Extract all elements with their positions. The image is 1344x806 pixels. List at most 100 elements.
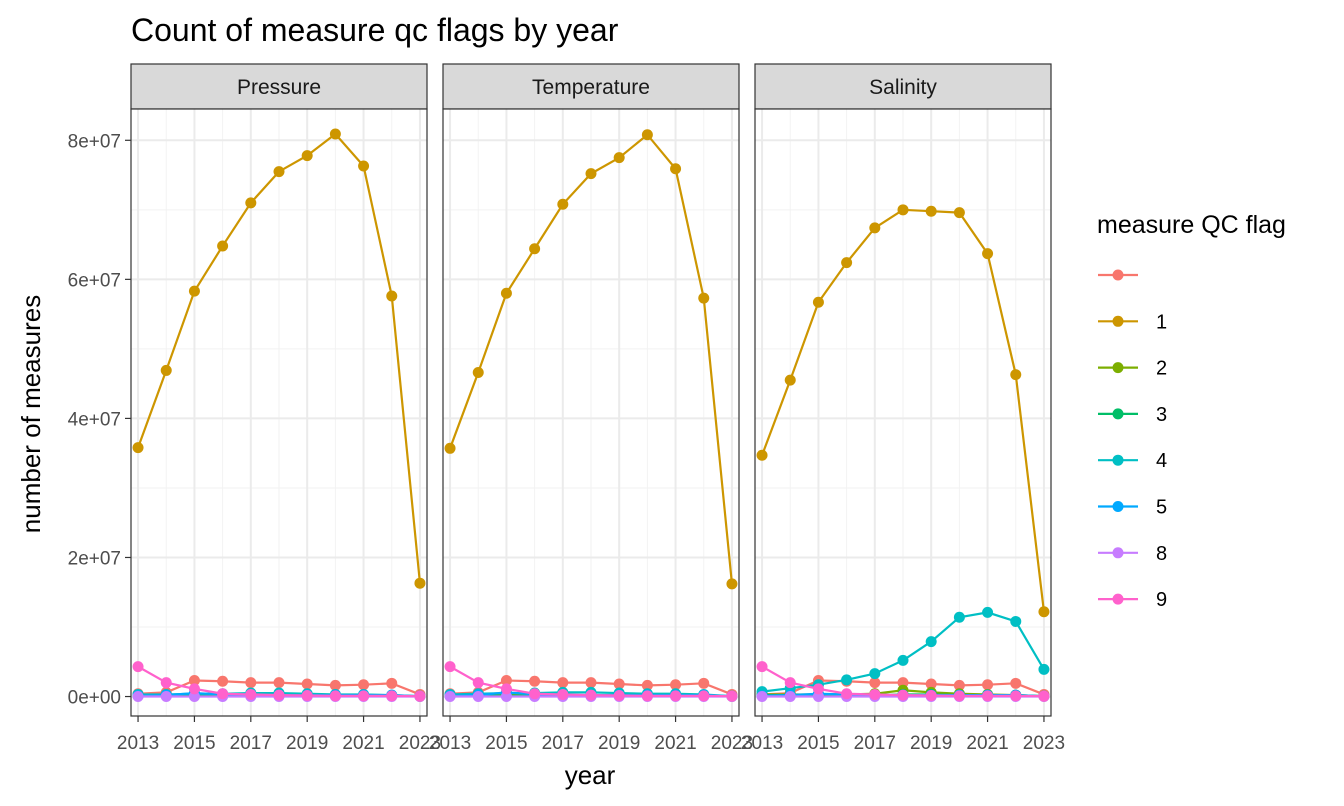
- data-point: [444, 661, 456, 673]
- data-point: [160, 691, 172, 703]
- data-point: [273, 677, 285, 689]
- x-tick-label: 2015: [797, 733, 839, 754]
- data-point: [500, 683, 512, 695]
- legend-key-point: [1112, 454, 1124, 466]
- facet-strip: [130, 63, 428, 110]
- data-point: [982, 690, 994, 702]
- panel-border: [442, 108, 740, 717]
- facet-strip-label: Pressure: [237, 76, 321, 99]
- data-point: [726, 690, 738, 702]
- data-point: [897, 677, 909, 689]
- data-point: [472, 691, 484, 703]
- data-point: [756, 691, 768, 703]
- data-point: [301, 689, 313, 701]
- data-point: [1010, 677, 1022, 689]
- x-tick-label: 2015: [485, 733, 527, 754]
- facet-panel-salinity: Salinity 2013 2015 2017 2019 2021 2023: [741, 63, 1065, 754]
- data-point: [1010, 690, 1022, 702]
- data-point: [245, 688, 257, 700]
- y-axis-title: number of measures: [16, 295, 46, 533]
- data-point: [641, 679, 653, 691]
- data-point: [982, 679, 994, 691]
- x-tick-label: 2021: [654, 733, 696, 754]
- data-point: [698, 677, 710, 689]
- data-point: [613, 678, 625, 690]
- x-tick-label: 2019: [910, 733, 952, 754]
- data-point: [245, 677, 257, 689]
- facet-panels: Pressure 2013 2015 2017 2019 2021 2023 0e+00 2e+…: [68, 63, 1065, 754]
- data-point: [641, 129, 653, 141]
- data-point: [500, 287, 512, 299]
- data-point: [358, 679, 370, 691]
- data-point: [414, 690, 426, 702]
- data-point: [358, 160, 370, 172]
- x-tick-label: 2019: [598, 733, 640, 754]
- data-point: [188, 675, 200, 687]
- data-point: [897, 204, 909, 216]
- panel-border: [130, 108, 428, 717]
- data-point: [132, 661, 144, 673]
- x-tick-label: 2023: [711, 733, 753, 754]
- data-point: [756, 449, 768, 461]
- data-point: [386, 690, 398, 702]
- legend-label: 5: [1156, 497, 1167, 519]
- facet-panel-pressure: Pressure 2013 2015 2017 2019 2021 2023 0e+00 2e+…: [68, 63, 441, 754]
- x-tick-label: 2017: [230, 733, 272, 754]
- data-point: [217, 240, 229, 252]
- legend-key-point: [1112, 501, 1124, 512]
- legend-label: 3: [1156, 404, 1167, 426]
- data-point: [784, 677, 796, 689]
- facet-panel-temperature: Temperature 2013 2015 2017 2019 2021 2023: [429, 63, 753, 754]
- data-point: [472, 367, 484, 379]
- data-point: [386, 290, 398, 302]
- data-point: [188, 691, 200, 703]
- data-point: [188, 285, 200, 297]
- data-point: [670, 679, 682, 691]
- x-tick-label: 2013: [741, 733, 783, 754]
- legend-label: 4: [1156, 450, 1167, 472]
- x-tick-label: 2013: [429, 733, 471, 754]
- data-point: [925, 689, 937, 701]
- data-point: [698, 292, 710, 304]
- data-point: [585, 677, 597, 689]
- data-point: [500, 675, 512, 687]
- data-point: [869, 688, 881, 700]
- data-point: [897, 654, 909, 666]
- x-tick-label: 2019: [286, 733, 328, 754]
- data-point: [245, 197, 257, 209]
- facet-strip-label: Salinity: [869, 76, 937, 99]
- legend-key-point: [1112, 547, 1124, 559]
- legend-item: 8: [1098, 543, 1167, 565]
- y-tick-label: 2e+07: [68, 548, 121, 569]
- data-point: [217, 675, 229, 687]
- data-point: [329, 690, 341, 702]
- x-tick-label: 2023: [1023, 733, 1065, 754]
- legend-label: 9: [1156, 589, 1167, 611]
- legend-key-point: [1112, 593, 1124, 605]
- data-point: [132, 691, 144, 703]
- data-point: [329, 679, 341, 691]
- data-point: [953, 690, 965, 702]
- data-point: [160, 677, 172, 689]
- legend-key-point: [1112, 315, 1124, 327]
- data-point: [613, 689, 625, 701]
- x-tick-label: 2015: [173, 733, 215, 754]
- data-point: [812, 296, 824, 308]
- facet-strip: [442, 63, 740, 110]
- legend-label: 1: [1156, 311, 1167, 333]
- data-point: [444, 691, 456, 703]
- legend-title: measure QC flag: [1097, 211, 1286, 239]
- x-tick-label: 2021: [966, 733, 1008, 754]
- y-tick-label: 8e+07: [68, 131, 121, 152]
- legend-item: [1098, 269, 1138, 281]
- data-point: [869, 677, 881, 689]
- y-tick-label: 0e+00: [68, 688, 121, 709]
- x-tick-label: 2017: [542, 733, 584, 754]
- legend-item: 5: [1098, 497, 1167, 519]
- legend-item: 3: [1098, 404, 1167, 426]
- facet-strip: [754, 63, 1052, 110]
- data-point: [1038, 663, 1050, 675]
- data-point: [841, 674, 853, 686]
- x-tick-label: 2021: [342, 733, 384, 754]
